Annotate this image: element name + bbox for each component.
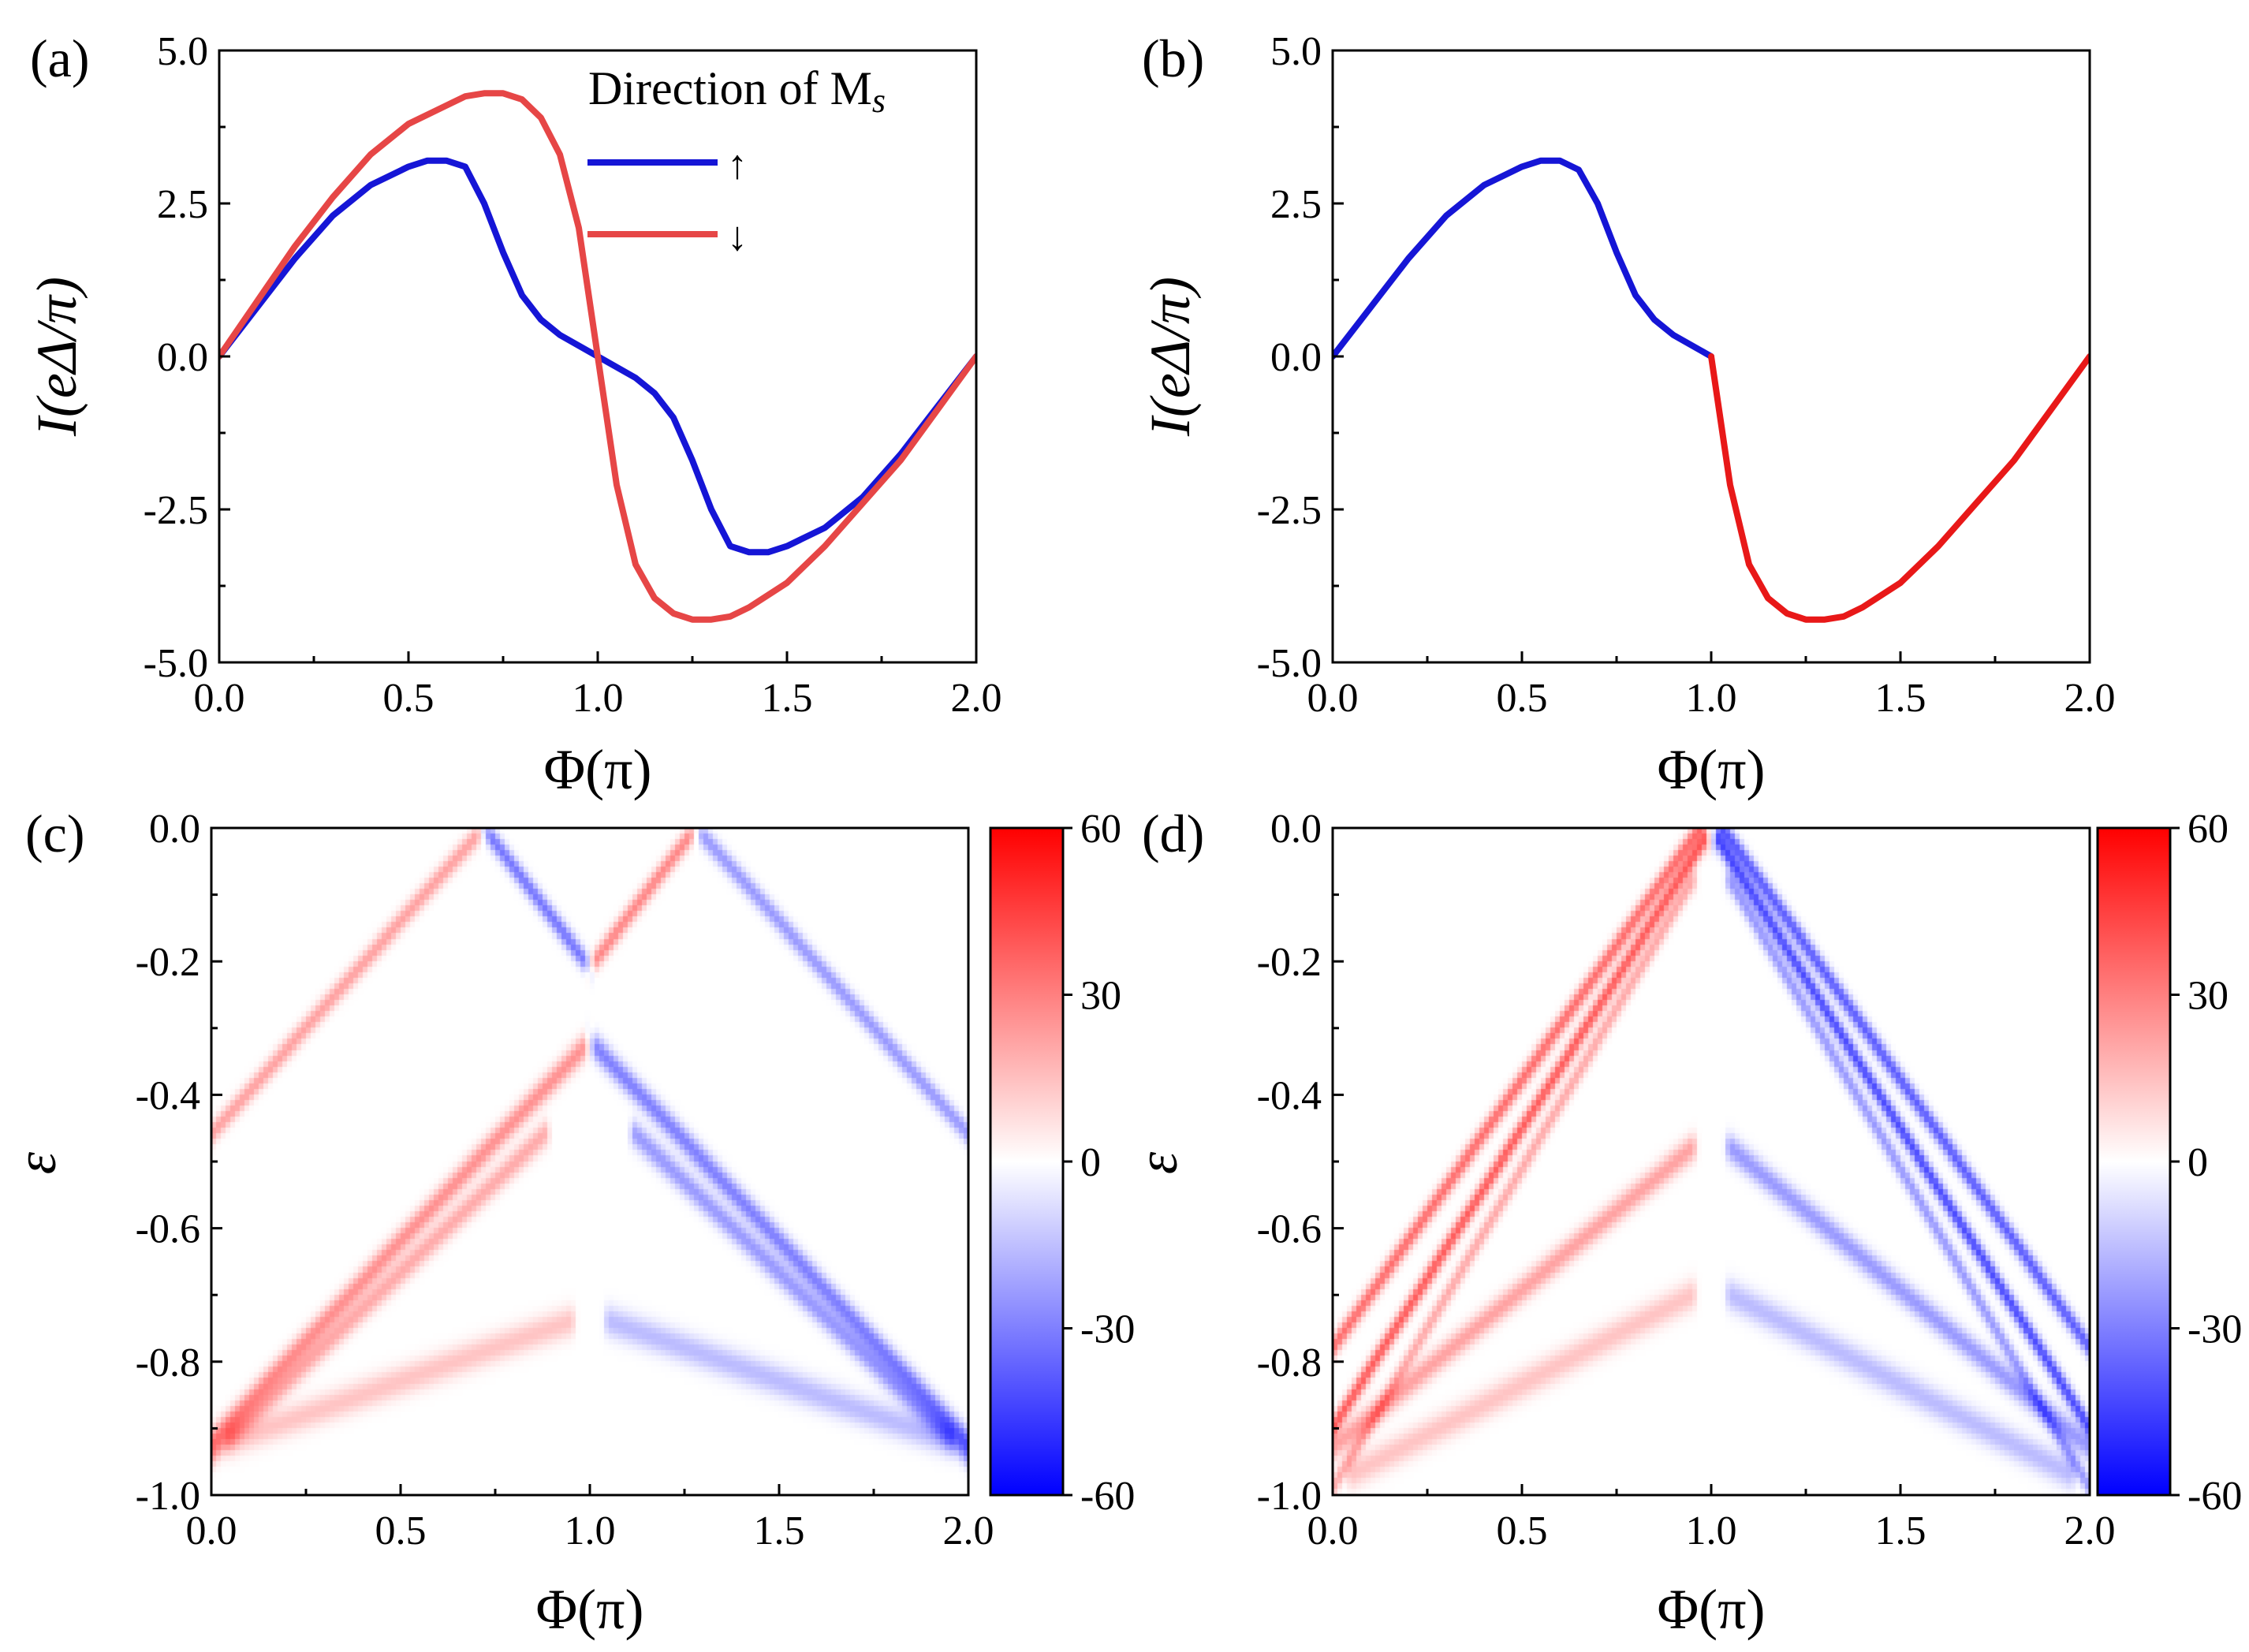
colorbar-tick-label: 0 bbox=[1080, 1140, 1101, 1185]
y-tick-label: -5.0 bbox=[144, 641, 208, 686]
x-tick-label: 0.5 bbox=[1497, 1508, 1548, 1553]
series-line-2 bbox=[219, 90, 976, 623]
x-tick-label: 1.5 bbox=[762, 676, 813, 721]
y-tick-label: -0.8 bbox=[136, 1341, 200, 1385]
y-tick-label: -2.5 bbox=[144, 488, 208, 533]
y-tick-label: -2.5 bbox=[1257, 488, 1322, 533]
panel-label-b: (b) bbox=[1142, 28, 1204, 88]
y-tick-label: -0.6 bbox=[1257, 1207, 1322, 1252]
panel-a: (a) 0.0 0.5 1.0 1.5 2.0 5.0 2.5 0.0 -2.5 -5.0 Dir… bbox=[25, 28, 1002, 801]
x-tick-label: 1.0 bbox=[565, 1508, 616, 1553]
y-tick-label: -0.6 bbox=[136, 1207, 200, 1252]
panel-label-a: (a) bbox=[30, 28, 89, 88]
y-axis-label-d: ε bbox=[1126, 1151, 1189, 1174]
legend-label-up: ↑ bbox=[727, 143, 748, 188]
colorbar-tick-label: 30 bbox=[2187, 974, 2228, 1019]
y-axis-label-b: I(eΔ/π) bbox=[1139, 277, 1202, 437]
x-tick-label: 0.0 bbox=[1307, 676, 1359, 721]
colorbar-tick-label: -60 bbox=[1080, 1474, 1135, 1519]
colorbar-tick-label: -30 bbox=[1080, 1307, 1135, 1352]
x-tick-label: 0.0 bbox=[194, 676, 245, 721]
y-axis-label-a: I(eΔ/π) bbox=[25, 277, 88, 437]
legend-title: Direction of Ms bbox=[588, 62, 886, 120]
y-tick-label: 2.5 bbox=[157, 182, 208, 227]
panel-d: (d) 0.0 0.5 1.0 1.5 2.0 0.0 -0.2 -0.4 -0.6 -0.8 -1… bbox=[1126, 804, 2242, 1641]
y-tick-label: 0.0 bbox=[1270, 807, 1322, 852]
x-tick-label: 0.0 bbox=[186, 1508, 237, 1553]
x-axis-label-d: Φ(π) bbox=[1658, 1578, 1766, 1641]
legend-title-subscript: s bbox=[872, 81, 886, 120]
y-tick-label: -5.0 bbox=[1257, 641, 1322, 686]
colorbar-tick-label: -30 bbox=[2187, 1307, 2242, 1352]
panel-c: (c) 0.0 0.5 1.0 1.5 2.0 0.0 -0.2 -0.4 -0.6 -0.8 -1… bbox=[5, 804, 1135, 1641]
y-tick-label: 2.5 bbox=[1270, 182, 1322, 227]
y-tick-label: -0.8 bbox=[1257, 1341, 1322, 1385]
y-tick-label: -0.2 bbox=[1257, 940, 1322, 985]
y-axis-label-c: ε bbox=[5, 1151, 68, 1174]
x-tick-label: 2.0 bbox=[2064, 1508, 2116, 1553]
y-tick-label: -0.4 bbox=[136, 1073, 200, 1118]
x-tick-label: 0.5 bbox=[1497, 676, 1548, 721]
y-tick-label: 5.0 bbox=[1270, 29, 1322, 74]
x-tick-label: 1.5 bbox=[1875, 1508, 1926, 1553]
heatmap-d bbox=[1333, 828, 2090, 1495]
colorbar-tick-label: 60 bbox=[2187, 807, 2228, 852]
x-tick-label: 1.0 bbox=[573, 676, 624, 721]
series-line-1 bbox=[1333, 157, 1714, 360]
legend-title-text: Direction of M bbox=[588, 62, 872, 114]
y-tick-label: -1.0 bbox=[1257, 1474, 1322, 1519]
y-tick-label: 0.0 bbox=[157, 335, 208, 380]
x-tick-label: 1.0 bbox=[1686, 1508, 1737, 1553]
x-axis-label-b: Φ(π) bbox=[1658, 738, 1766, 801]
y-tick-label: 0.0 bbox=[1270, 335, 1322, 380]
colorbar-c bbox=[989, 826, 1065, 1497]
legend-label-down: ↓ bbox=[727, 214, 748, 259]
x-axis-label-c: Φ(π) bbox=[536, 1578, 644, 1641]
x-axis-label-a: Φ(π) bbox=[544, 738, 652, 801]
colorbar-tick-label: 30 bbox=[1080, 974, 1121, 1019]
x-tick-label: 1.5 bbox=[754, 1508, 805, 1553]
series-line-2 bbox=[1708, 353, 2090, 623]
y-tick-label: 5.0 bbox=[157, 29, 208, 74]
colorbar-d bbox=[2096, 826, 2172, 1497]
panel-label-c: (c) bbox=[25, 804, 84, 863]
y-tick-label: 0.0 bbox=[149, 807, 200, 852]
x-tick-label: 0.5 bbox=[383, 676, 435, 721]
heatmap-c bbox=[211, 828, 968, 1495]
y-tick-label: -1.0 bbox=[136, 1474, 200, 1519]
x-tick-label: 0.5 bbox=[375, 1508, 427, 1553]
colorbar-tick-label: 0 bbox=[2187, 1140, 2208, 1185]
colorbar-tick-label: -60 bbox=[2187, 1474, 2242, 1519]
panel-label-d: (d) bbox=[1142, 804, 1204, 863]
y-tick-label: -0.2 bbox=[136, 940, 200, 985]
colorbar-tick-label: 60 bbox=[1080, 807, 1121, 852]
panel-b: (b) 0.0 0.5 1.0 1.5 2.0 5.0 2.5 0.0 -2.5 -5.0 Φ(π… bbox=[1139, 28, 2116, 801]
x-tick-label: 0.0 bbox=[1307, 1508, 1359, 1553]
x-tick-label: 2.0 bbox=[2064, 676, 2116, 721]
x-tick-label: 2.0 bbox=[951, 676, 1002, 721]
x-tick-label: 2.0 bbox=[943, 1508, 994, 1553]
legend: Direction of Ms ↑ ↓ bbox=[587, 62, 886, 259]
x-tick-label: 1.0 bbox=[1686, 676, 1737, 721]
y-tick-label: -0.4 bbox=[1257, 1073, 1322, 1118]
x-tick-label: 1.5 bbox=[1875, 676, 1926, 721]
